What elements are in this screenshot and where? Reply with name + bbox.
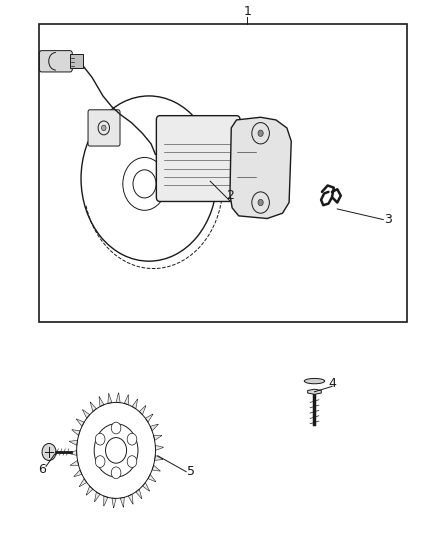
- Polygon shape: [148, 474, 156, 482]
- Bar: [70, 54, 83, 68]
- Polygon shape: [76, 419, 84, 426]
- Polygon shape: [155, 446, 163, 450]
- Circle shape: [106, 438, 127, 463]
- Circle shape: [111, 467, 121, 479]
- Polygon shape: [136, 489, 142, 499]
- Circle shape: [102, 125, 106, 131]
- Text: 4: 4: [328, 377, 336, 390]
- Polygon shape: [230, 117, 291, 219]
- Polygon shape: [124, 395, 128, 405]
- Polygon shape: [154, 435, 162, 440]
- Polygon shape: [71, 461, 78, 465]
- Circle shape: [95, 433, 105, 445]
- Polygon shape: [69, 440, 78, 446]
- Polygon shape: [307, 389, 321, 394]
- Polygon shape: [155, 455, 163, 461]
- Polygon shape: [79, 479, 87, 487]
- Text: 2: 2: [226, 189, 234, 202]
- Polygon shape: [86, 486, 93, 495]
- Polygon shape: [139, 406, 146, 415]
- Circle shape: [127, 456, 137, 467]
- FancyBboxPatch shape: [156, 116, 240, 201]
- Polygon shape: [142, 482, 150, 491]
- Text: 1: 1: [244, 5, 251, 18]
- Polygon shape: [120, 497, 124, 507]
- Polygon shape: [112, 498, 116, 508]
- Polygon shape: [150, 424, 158, 431]
- Polygon shape: [104, 496, 108, 506]
- Circle shape: [42, 443, 56, 461]
- Text: 5: 5: [187, 465, 194, 478]
- Text: 6: 6: [38, 463, 46, 475]
- Polygon shape: [72, 430, 80, 435]
- Ellipse shape: [304, 378, 325, 384]
- Circle shape: [127, 433, 137, 445]
- Bar: [234, 167, 254, 188]
- Circle shape: [258, 199, 263, 206]
- Text: 3: 3: [384, 213, 392, 226]
- Circle shape: [111, 422, 121, 434]
- Polygon shape: [116, 393, 120, 402]
- Polygon shape: [90, 402, 96, 411]
- Bar: [234, 141, 254, 163]
- Polygon shape: [95, 492, 100, 502]
- Polygon shape: [99, 397, 104, 407]
- FancyBboxPatch shape: [88, 110, 120, 146]
- Polygon shape: [145, 414, 153, 422]
- Polygon shape: [108, 393, 112, 403]
- Polygon shape: [69, 450, 77, 455]
- Circle shape: [258, 130, 263, 136]
- Polygon shape: [82, 409, 90, 418]
- Polygon shape: [74, 470, 82, 477]
- Polygon shape: [128, 494, 133, 504]
- FancyBboxPatch shape: [39, 51, 72, 72]
- Polygon shape: [132, 399, 138, 409]
- Polygon shape: [152, 465, 160, 471]
- Bar: [39, 24, 407, 322]
- Circle shape: [95, 456, 105, 467]
